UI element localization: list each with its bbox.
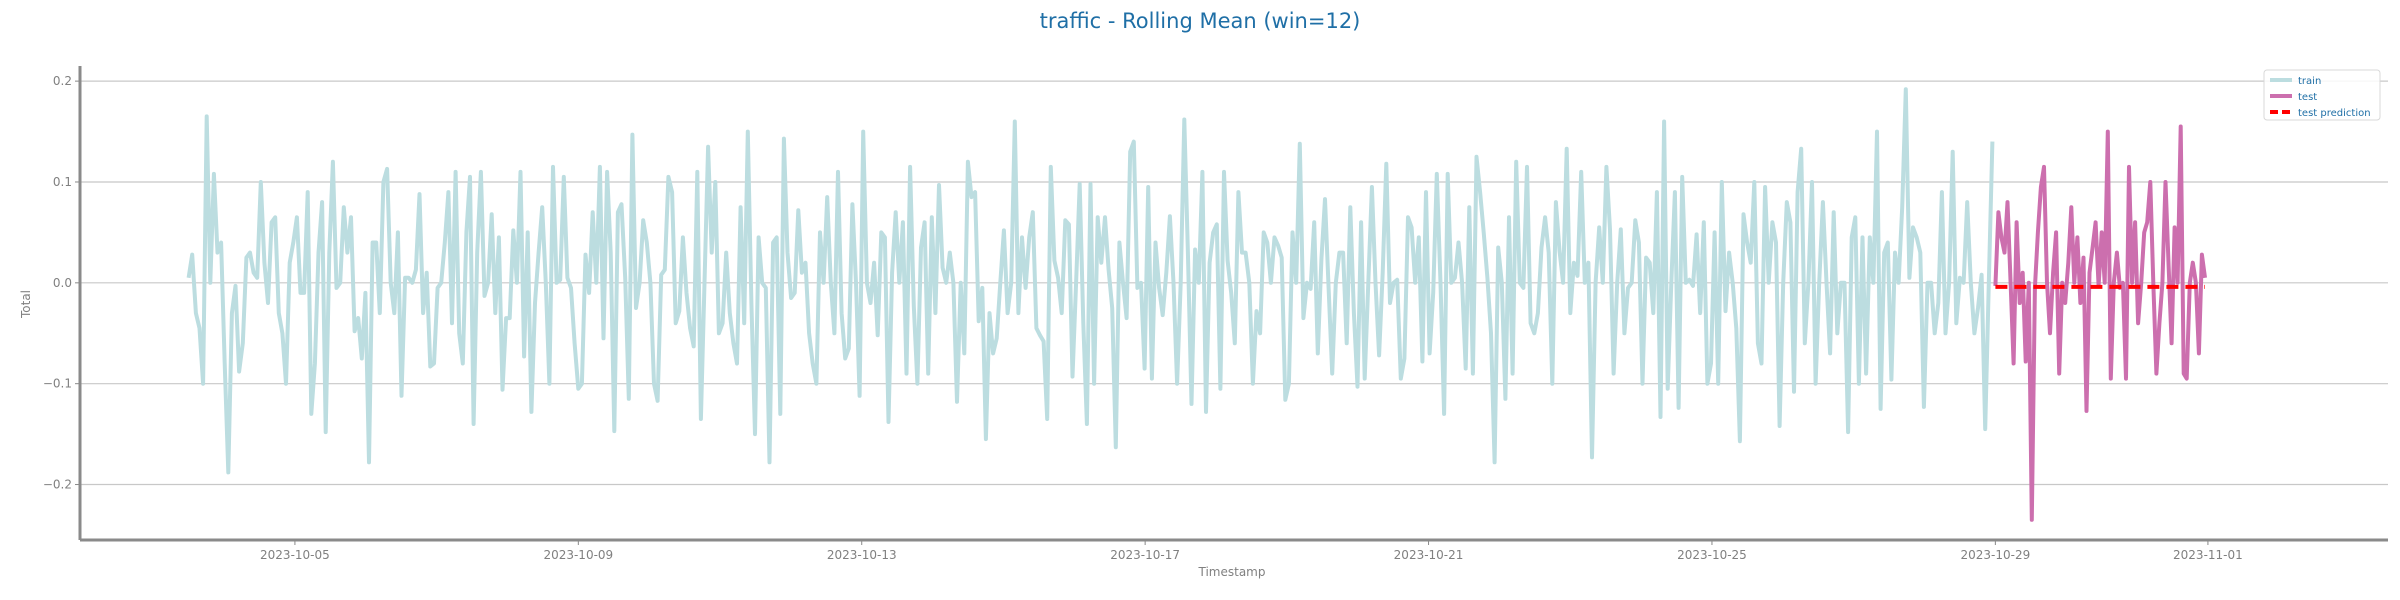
- legend-label: train: [2298, 76, 2321, 87]
- x-tick-label: 2023-10-29: [1960, 548, 2030, 562]
- x-tick-label: 2023-10-21: [1394, 548, 1464, 562]
- series-line-train: [186, 87, 1995, 475]
- y-tick-label: 0.2: [53, 74, 72, 88]
- x-tick-label: 2023-11-01: [2173, 548, 2243, 562]
- legend-label: test prediction: [2298, 108, 2371, 119]
- legend-label: test: [2298, 92, 2317, 103]
- x-tick-label: 2023-10-09: [543, 548, 613, 562]
- y-tick-label: −0.2: [43, 478, 72, 492]
- x-tick-label: 2023-10-13: [827, 548, 897, 562]
- chart-title: traffic - Rolling Mean (win=12): [1040, 9, 1361, 33]
- y-axis-label: Total: [19, 290, 33, 319]
- y-tick-label: 0.1: [53, 175, 72, 189]
- x-axis-label: Timestamp: [1198, 565, 1266, 579]
- series-line-test: [1993, 124, 2207, 522]
- x-tick-label: 2023-10-17: [1110, 548, 1180, 562]
- y-tick-label: 0.0: [53, 276, 72, 290]
- plot-area: −0.2 −0.1 0.0 0.1 0.2 2023-10-05 2023-10-09 202…: [43, 66, 2388, 562]
- x-tick-label: 2023-10-25: [1677, 548, 1747, 562]
- x-tick-label: 2023-10-05: [260, 548, 330, 562]
- legend-box: [2263, 69, 2381, 121]
- y-tick-label: −0.1: [43, 377, 72, 391]
